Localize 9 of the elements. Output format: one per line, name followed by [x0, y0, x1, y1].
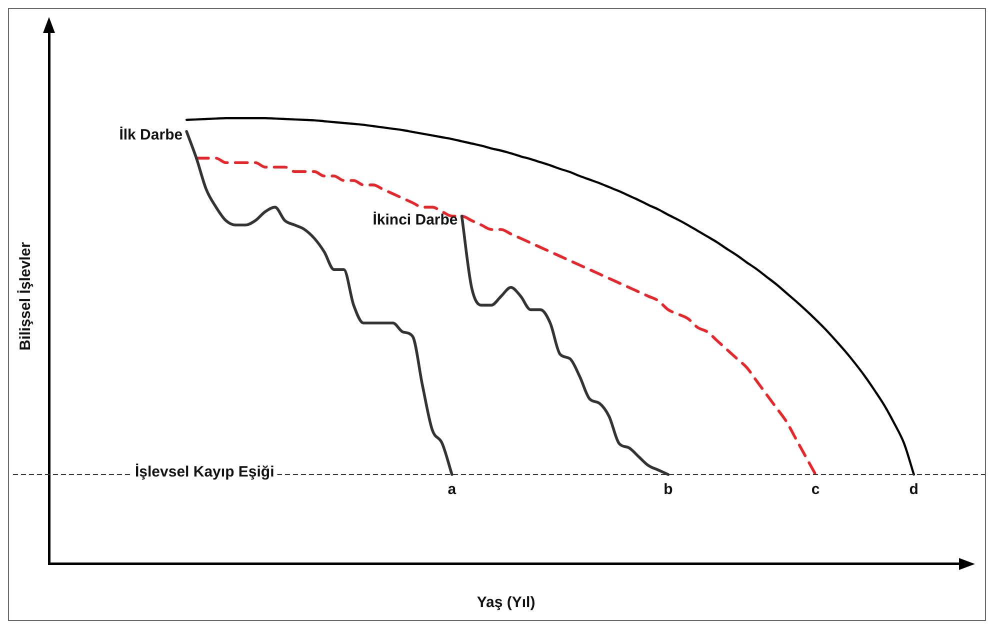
annotation: d — [909, 481, 918, 498]
y-axis-title: Bilişsel İşlevler — [17, 242, 34, 351]
annotation: a — [448, 481, 457, 498]
series-label: İkinci Darbe — [372, 211, 458, 228]
annotation: b — [664, 481, 673, 498]
annotation: c — [811, 481, 820, 498]
series-label: İlk Darbe — [119, 126, 183, 144]
ref-line-label: İşlevsel Kayıp Eşiği — [135, 464, 274, 481]
x-axis-title: Yaş (Yıl) — [476, 594, 536, 612]
